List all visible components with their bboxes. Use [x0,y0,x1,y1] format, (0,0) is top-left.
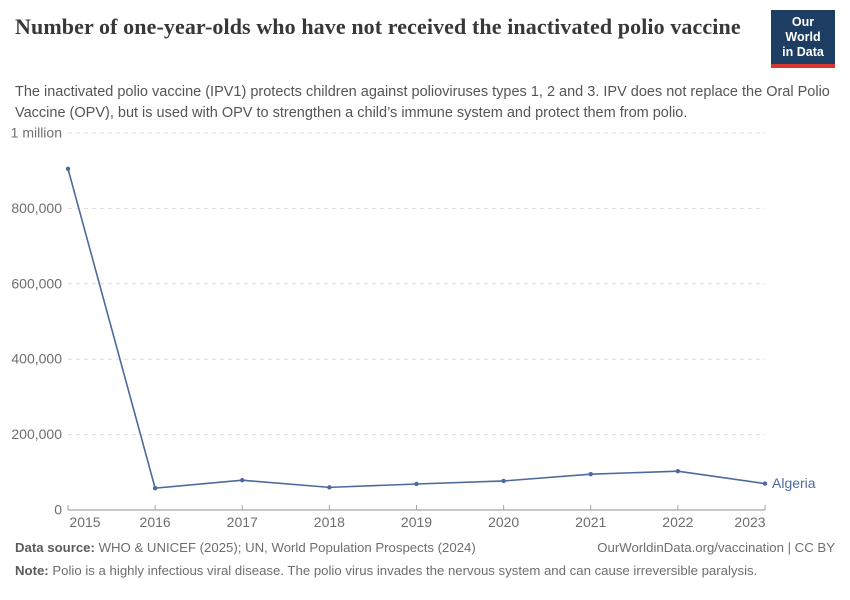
series-label[interactable]: Algeria [772,475,816,491]
x-tick-label: 2015 [69,514,100,530]
x-tick-label: 2018 [314,514,345,530]
chart-title: Number of one-year-olds who have not rec… [15,14,741,39]
note-label: Note: [15,563,49,578]
chart-subtitle: The inactivated polio vaccine (IPV1) pro… [15,84,830,121]
y-tick-label: 400,000 [11,351,62,367]
data-point[interactable] [675,468,681,474]
x-tick-label: 2022 [662,514,693,530]
x-tick-label: 2017 [227,514,258,530]
y-tick-label: 600,000 [11,275,62,291]
data-source-text: WHO & UNICEF (2025); UN, World Populatio… [98,540,476,555]
data-point[interactable] [588,471,593,477]
data-point[interactable] [762,481,768,486]
x-tick-label: 2016 [140,514,171,530]
x-tick-label: 2023 [734,514,765,530]
data-point[interactable] [152,485,158,491]
footer: Data source: WHO & UNICEF (2025); UN, Wo… [15,540,835,579]
y-tick-label: 0 [54,502,62,518]
line-chart: 0 200,000 400,000 600,000 800,000 1 million 20… [11,125,816,531]
data-source-line: Data source: WHO & UNICEF (2025); UN, Wo… [15,540,476,556]
data-source-label: Data source: [15,540,95,555]
data-point[interactable] [240,478,245,483]
y-tick-label: 1 million [11,125,62,141]
x-tick-label: 2021 [575,514,606,530]
attribution-link[interactable]: OurWorldinData.org/vaccination | CC BY [597,540,835,555]
data-point[interactable] [65,166,71,172]
x-tick-label: 2020 [488,514,519,530]
series-line[interactable] [67,168,766,489]
y-tick-label: 200,000 [11,426,62,442]
owid-logo-line2: in Data [782,45,824,59]
x-tick-label: 2019 [401,514,432,530]
data-point[interactable] [501,478,506,484]
note-text: Polio is a highly infectious viral disea… [52,563,758,578]
y-tick-label: 800,000 [11,200,62,216]
data-point[interactable] [327,485,332,490]
owid-logo[interactable]: Our World in Data [771,10,835,68]
data-point[interactable] [414,481,419,487]
owid-logo-line1: Our World [785,15,821,44]
